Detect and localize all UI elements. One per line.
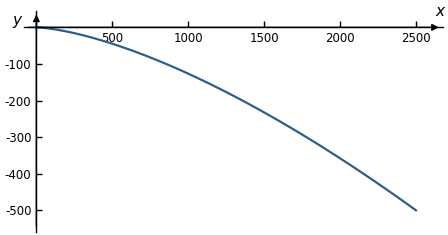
- Text: x: x: [436, 4, 445, 19]
- Text: y: y: [12, 13, 21, 28]
